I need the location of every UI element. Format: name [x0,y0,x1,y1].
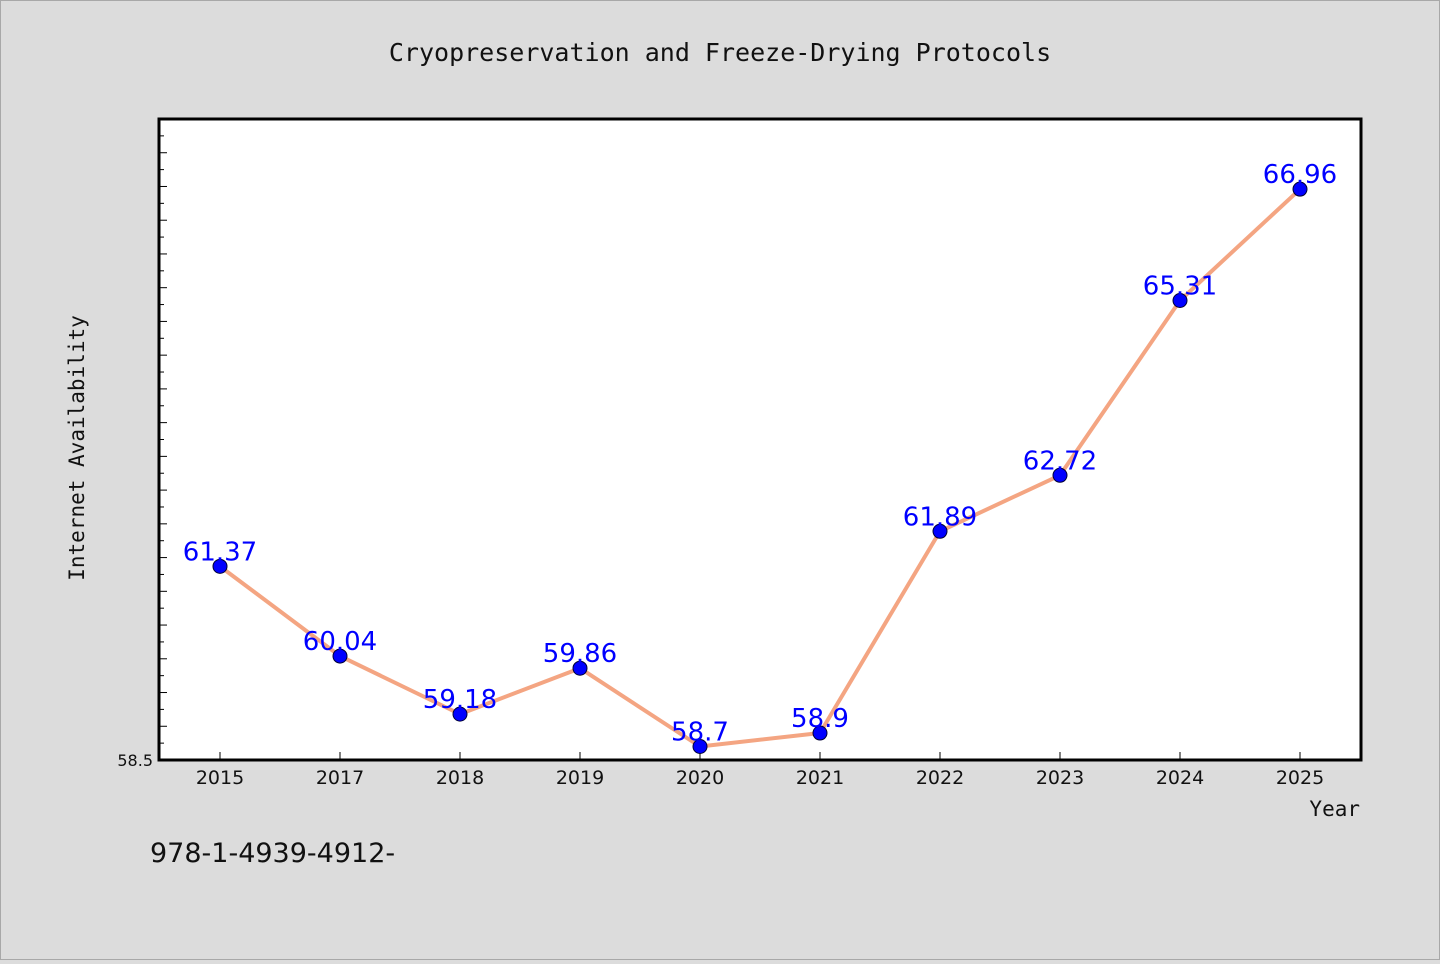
series-layer: 61.37 60.04 59.18 59.86 58.7 58.9 61.89 62.72 65… [183,160,1337,755]
y-axis-title: Internet Availability [65,315,89,581]
data-label: 59.18 [423,685,497,715]
data-label: 61.89 [903,502,977,532]
data-label: 60.04 [303,627,377,657]
data-point [812,725,828,741]
x-axis-ticks: 2015 2017 2018 2019 2020 2021 2022 2023 2024 2025 [196,752,1324,789]
data-label: 59.86 [543,639,617,669]
data-point [212,558,228,574]
x-tick-label: 2024 [1156,767,1204,789]
series-line [218,187,1302,749]
x-tick-label: 2025 [1276,767,1324,789]
data-point [1052,467,1068,483]
y-axis-ticks: 58.5 [117,135,167,770]
data-point [572,660,588,676]
data-point [932,523,948,539]
x-tick-label: 2023 [1036,767,1084,789]
data-point [1292,181,1308,197]
data-label: 58.9 [791,704,849,734]
data-label: 62.72 [1023,446,1097,476]
x-tick-label: 2018 [436,767,484,789]
data-point [332,648,348,664]
data-point [452,706,468,722]
data-point [692,739,708,755]
data-label: 61.37 [183,537,257,567]
data-point [1172,293,1188,309]
x-tick-label: 2021 [796,767,844,789]
footer-text: 978-1-4939-4912- [150,838,395,869]
x-axis-title: Year [1309,797,1360,821]
data-label: 58.7 [671,718,729,748]
chart-title: Cryopreservation and Freeze-Drying Proto… [389,38,1051,67]
data-label: 66.96 [1263,160,1337,190]
x-tick-label: 2022 [916,767,964,789]
plot-area [157,117,1363,762]
data-label: 65.31 [1143,272,1217,302]
x-tick-label: 2020 [676,767,724,789]
x-tick-label: 2015 [196,767,244,789]
x-tick-label: 2019 [556,767,604,789]
y-tick-label: 58.5 [117,751,153,770]
x-tick-label: 2017 [316,767,364,789]
